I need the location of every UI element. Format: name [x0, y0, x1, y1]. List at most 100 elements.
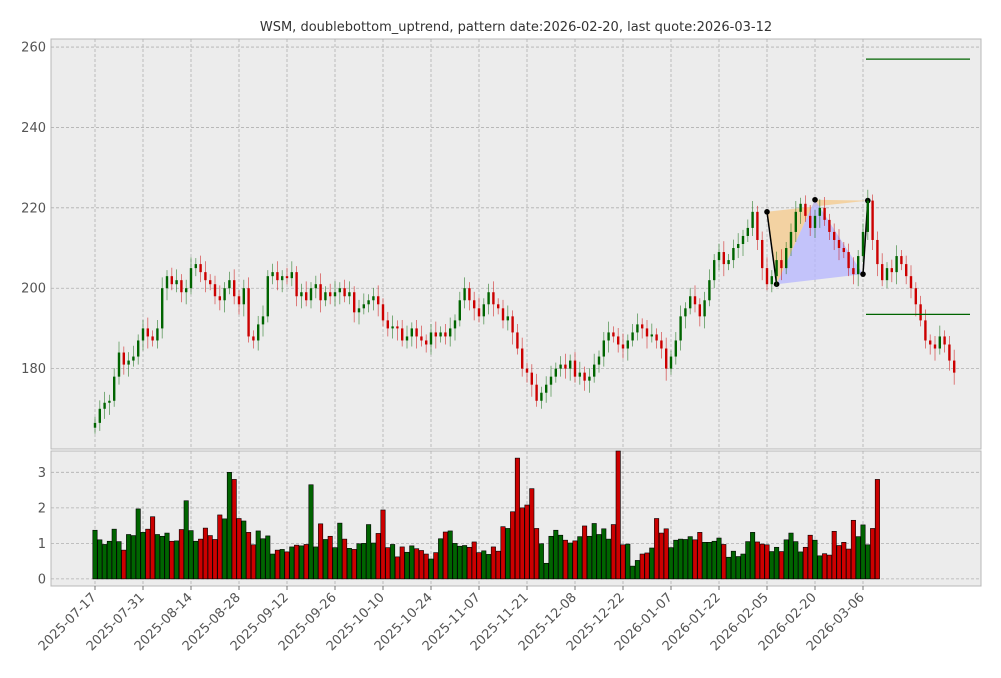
volume-y-axis: 0 1 2 3 [38, 466, 46, 588]
candle-body [852, 268, 855, 275]
candle-body [665, 348, 668, 369]
candle-body [343, 288, 346, 297]
candle-body [194, 264, 197, 269]
candle-body [569, 360, 572, 369]
candle-body [391, 326, 394, 329]
volume-bar [519, 507, 525, 580]
price-tick-label: 260 [21, 41, 46, 56]
candle-body [170, 276, 173, 285]
volume-bar [850, 519, 856, 580]
candle-body [521, 348, 524, 369]
candle-body [645, 328, 649, 337]
volume-bar [514, 457, 520, 580]
volume-bar [226, 472, 232, 580]
volume-bar [769, 551, 775, 580]
volume-bar [798, 551, 804, 580]
pattern-point [764, 209, 770, 215]
candle-body [737, 244, 740, 249]
volume-bar [697, 532, 703, 580]
volume-bar [183, 500, 189, 580]
candle-body [271, 272, 274, 277]
volume-bar [356, 543, 362, 580]
candle-body [775, 260, 778, 277]
volume-bar [159, 535, 165, 580]
candle-body [165, 276, 169, 289]
candle-body [626, 340, 629, 349]
volume-bar [687, 536, 693, 580]
volume-bar [774, 546, 780, 580]
candle-body [468, 288, 471, 301]
candle-body [804, 203, 807, 216]
candle-body [564, 364, 567, 369]
volume-bar [764, 544, 770, 580]
volume-bar [486, 554, 492, 580]
candle-body [540, 392, 543, 401]
volume-bar [577, 536, 583, 580]
candle-body [209, 280, 212, 285]
volume-bar [202, 527, 208, 580]
candle-body [425, 340, 428, 345]
volume-bar [126, 534, 132, 580]
volume-bar [332, 547, 338, 580]
candle-body [266, 276, 269, 317]
candle-body [621, 344, 625, 349]
candle-body [559, 364, 562, 369]
candle-body [218, 296, 221, 301]
volume-bar [846, 548, 852, 580]
volume-bar [140, 532, 146, 580]
candle-body [525, 368, 529, 373]
candle-body [405, 336, 409, 341]
volume-bar [476, 552, 482, 580]
candle-body [204, 272, 207, 281]
candle-body [420, 336, 423, 341]
candle-body [501, 308, 505, 321]
volume-bar [711, 540, 717, 580]
volume-bar [625, 543, 631, 580]
volume-bar [303, 544, 309, 580]
candle-body [415, 328, 418, 337]
candle-body [948, 344, 951, 361]
candle-body [674, 340, 677, 357]
volume-bar [658, 532, 664, 580]
volume-bar [294, 544, 300, 580]
candle-body [309, 288, 313, 301]
volume-tick-label: 1 [38, 537, 46, 552]
volume-bar [596, 534, 602, 580]
volume-bar [188, 530, 194, 580]
candle-body [530, 372, 533, 385]
volume-bar [558, 534, 564, 580]
candle-body [900, 256, 903, 265]
candle-body [813, 215, 817, 228]
candle-body [487, 292, 490, 305]
volume-bar [154, 534, 160, 580]
volume-bar [193, 540, 199, 580]
candle-body [223, 288, 226, 301]
candle-body [833, 231, 836, 240]
volume-bar [630, 565, 636, 580]
volume-bar [246, 532, 252, 580]
volume-bar [500, 526, 506, 580]
volume-bar [591, 523, 597, 580]
candle-body [108, 400, 111, 403]
volume-bar [452, 543, 458, 580]
volume-bar [279, 549, 285, 580]
volume-bar [721, 544, 727, 580]
candle-body [319, 284, 322, 301]
candle-body [857, 256, 860, 275]
volume-bar [874, 479, 880, 580]
candle-body [338, 288, 341, 293]
candle-body [233, 280, 236, 297]
volume-bar [212, 539, 218, 580]
candle-body [919, 304, 922, 321]
volume-bar [102, 544, 108, 580]
volume-bar [562, 539, 568, 580]
volume-bar [543, 562, 549, 580]
candle-body [146, 328, 149, 337]
candle-body [597, 356, 601, 365]
volume-bar [121, 549, 127, 580]
volume-bar [260, 538, 266, 580]
volume-bar [404, 551, 410, 580]
volume-bar [346, 548, 352, 580]
volume-bar [342, 538, 348, 580]
volume-bar [754, 541, 760, 580]
